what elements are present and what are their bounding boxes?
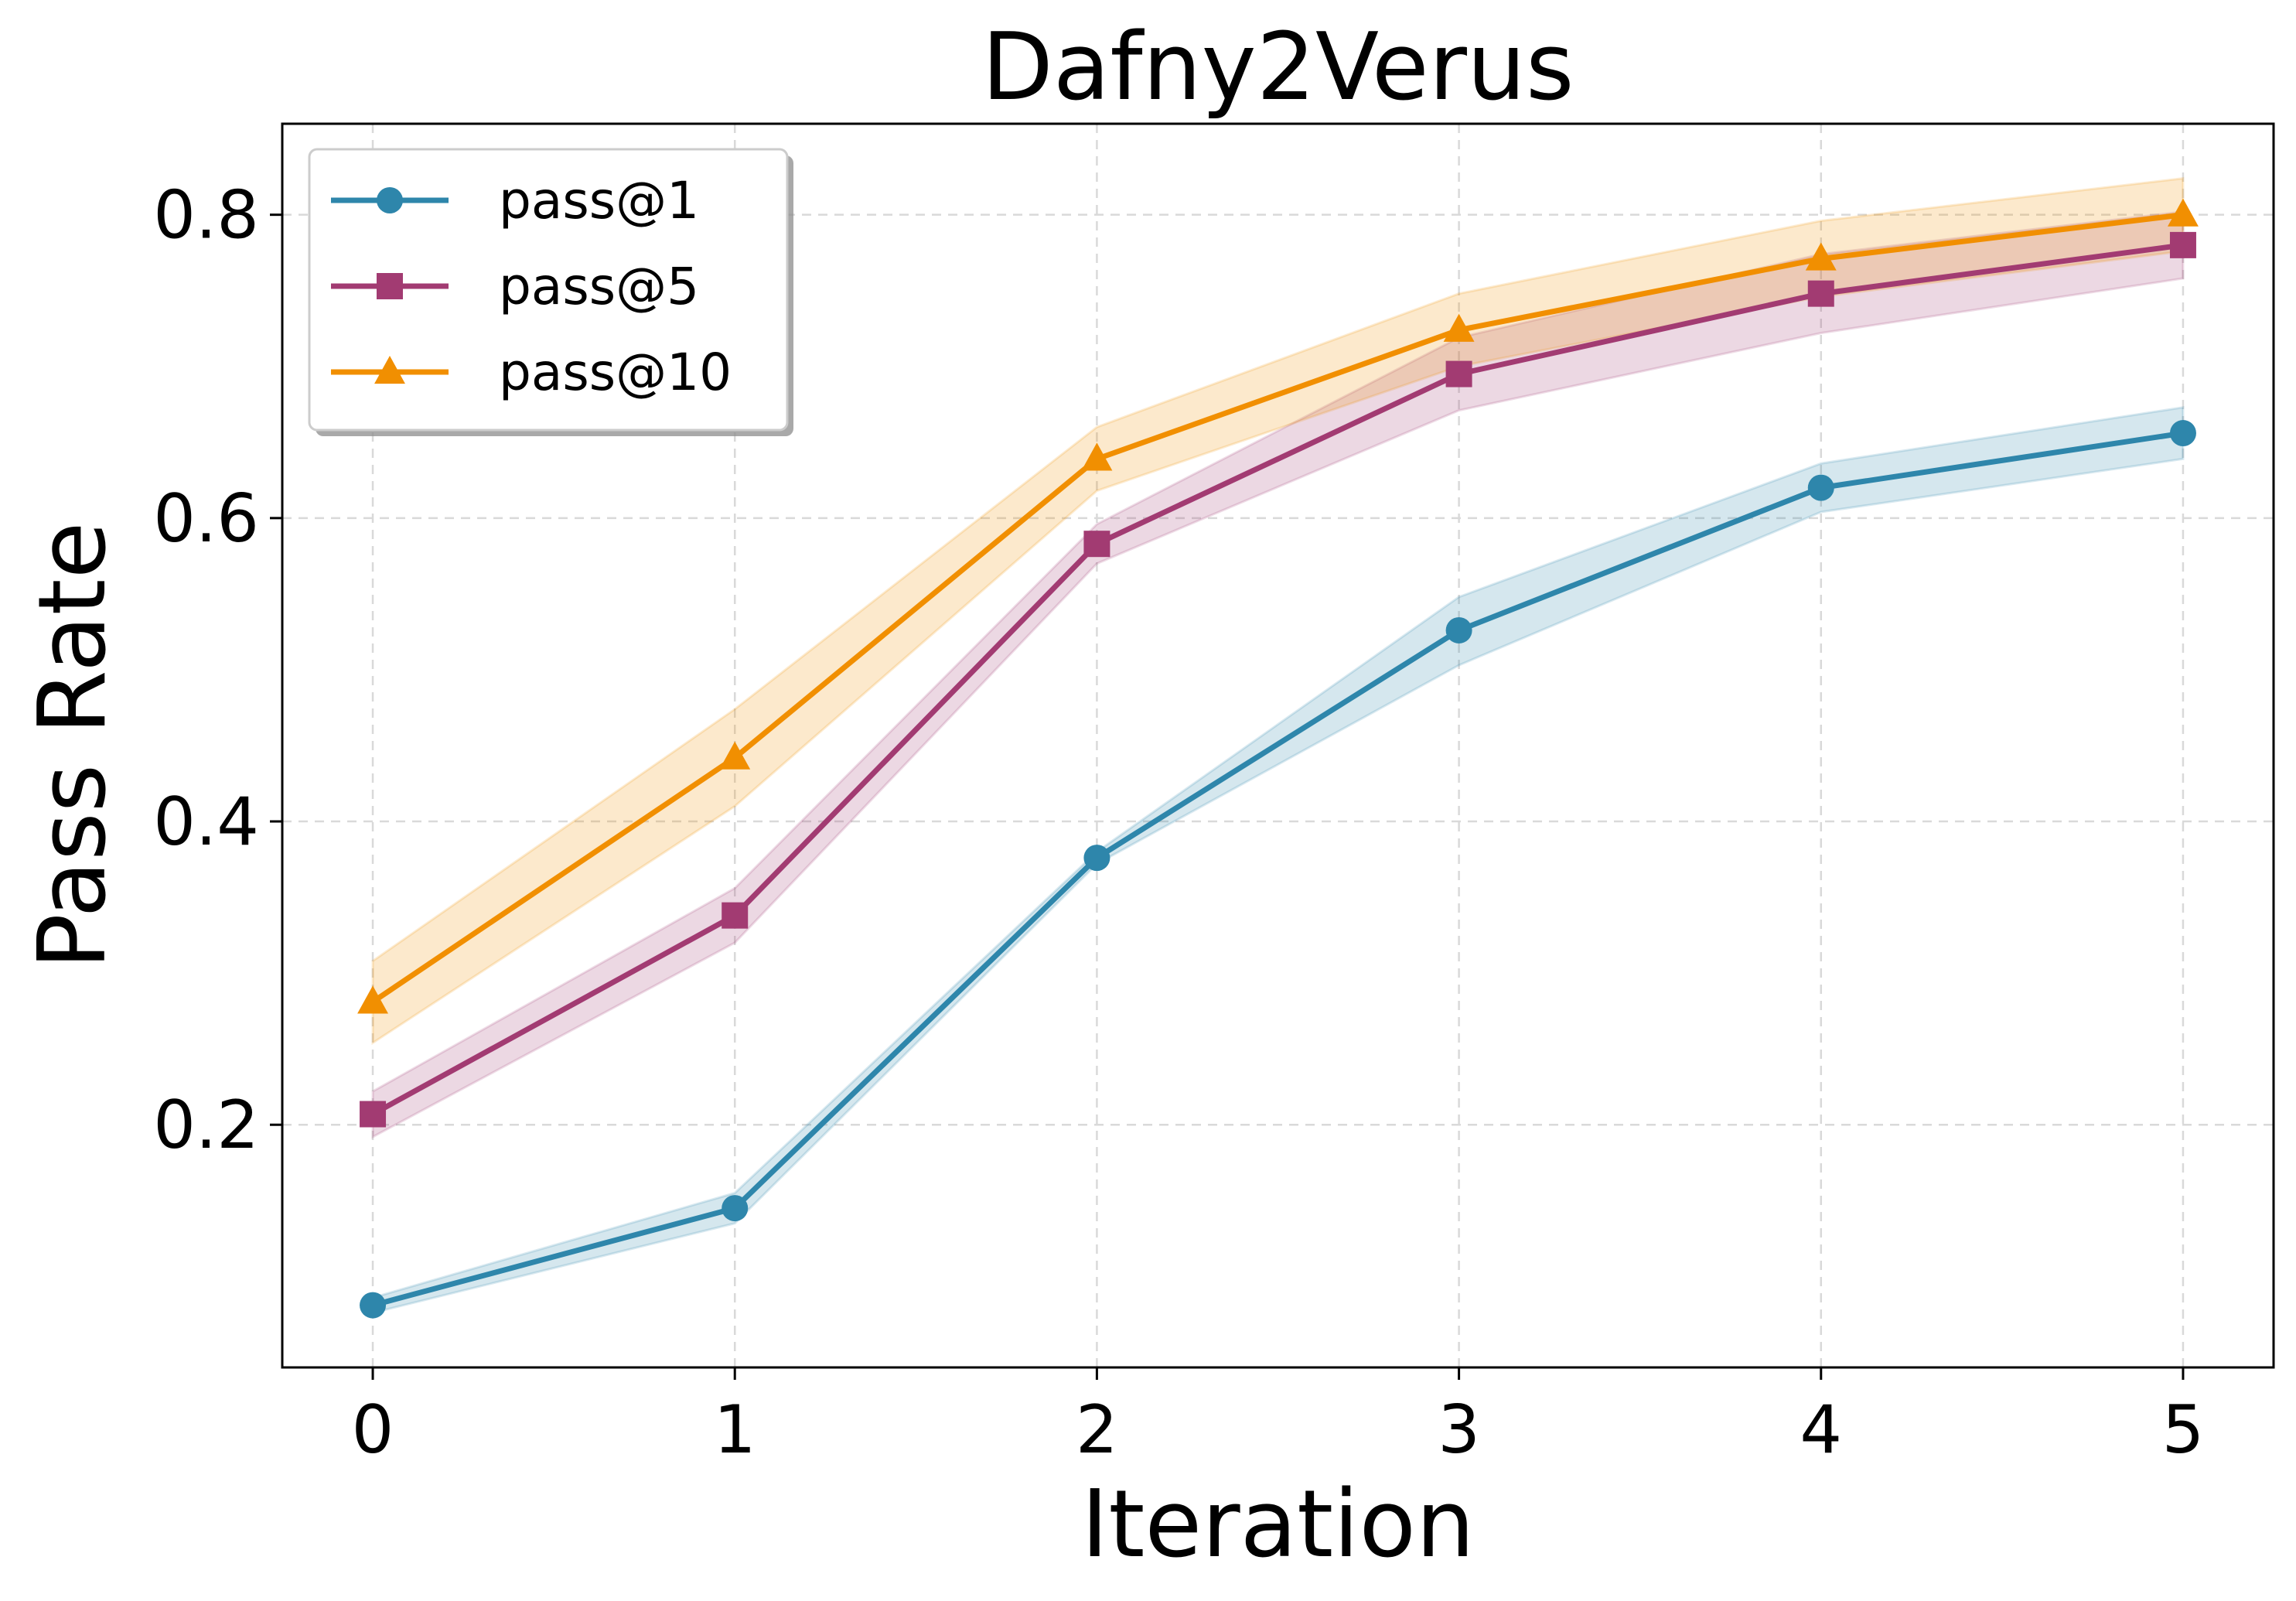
- marker-pass-at-10-iter-1: [719, 741, 751, 770]
- marker-pass-at-5-iter-5: [2169, 231, 2196, 258]
- y-tick-label: 0.2: [153, 1087, 259, 1164]
- marker-pass-at-1-iter-0: [360, 1292, 387, 1319]
- marker-pass-at-5-iter-3: [1445, 360, 1472, 387]
- x-tick-label: 2: [1076, 1391, 1118, 1469]
- band-pass-at-5: [371, 210, 2185, 1139]
- legend-marker-pass-at-1: [377, 187, 403, 213]
- marker-pass-at-10-iter-5: [2168, 198, 2199, 227]
- x-tick-label: 3: [1438, 1391, 1480, 1469]
- x-axis-label: Iteration: [1081, 1471, 1475, 1579]
- grid: [282, 124, 2274, 1367]
- marker-pass-at-5-iter-2: [1083, 531, 1110, 558]
- legend-label-pass-at-1: pass@1: [499, 171, 699, 230]
- marker-pass-at-1-iter-5: [2169, 420, 2196, 447]
- marker-pass-at-10-iter-0: [357, 985, 388, 1014]
- marker-pass-at-5-iter-0: [360, 1101, 387, 1128]
- series-markers: [357, 198, 2199, 1319]
- marker-pass-at-10-iter-4: [1805, 242, 1837, 271]
- plot-frame: [281, 122, 2275, 1369]
- chart-title: Dafny2Verus: [981, 14, 1574, 121]
- legend-label-pass-at-10: pass@10: [499, 343, 732, 402]
- marker-pass-at-10-iter-3: [1443, 313, 1475, 342]
- marker-pass-at-1-iter-4: [1807, 474, 1834, 501]
- line-pass-at-1: [370, 430, 2186, 1309]
- marker-pass-at-5-iter-4: [1807, 280, 1834, 307]
- legend-marker-pass-at-10: [374, 356, 405, 384]
- marker-pass-at-1-iter-3: [1445, 616, 1472, 643]
- legend-box: [308, 148, 789, 432]
- x-tick-label: 4: [1800, 1391, 1842, 1469]
- x-tick-label: 1: [714, 1391, 756, 1469]
- line-pass-at-5: [370, 242, 2186, 1118]
- axis-ticks: 0 1 2 3 4 5 0.2 0.4 0.6 0.8: [153, 177, 2204, 1469]
- line-pass-at-10: [370, 212, 2186, 1005]
- marker-pass-at-5-iter-1: [722, 902, 749, 929]
- legend-label-pass-at-5: pass@5: [499, 257, 699, 316]
- x-tick-label: 0: [352, 1391, 394, 1469]
- marker-pass-at-1-iter-1: [722, 1195, 749, 1222]
- series-lines: [370, 212, 2186, 1309]
- marker-pass-at-1-iter-2: [1083, 845, 1110, 872]
- y-tick-label: 0.4: [153, 783, 259, 861]
- x-tick-label: 5: [2162, 1391, 2205, 1469]
- legend-marker-pass-at-5: [377, 273, 403, 299]
- y-tick-label: 0.8: [153, 177, 259, 254]
- y-tick-label: 0.6: [153, 480, 259, 558]
- marker-pass-at-10-iter-2: [1081, 442, 1113, 471]
- y-axis-label: Pass Rate: [19, 522, 127, 970]
- legend: pass@1 pass@5 pass@10: [308, 148, 793, 436]
